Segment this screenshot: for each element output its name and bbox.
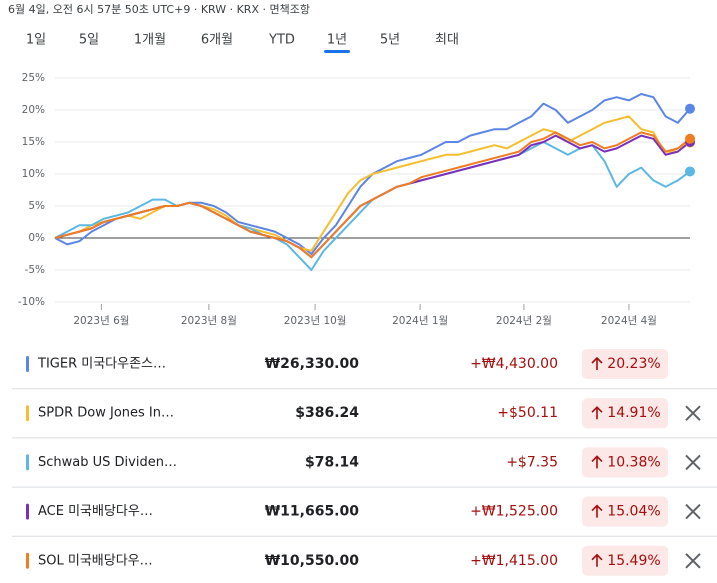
- up-arrow: [591, 455, 603, 469]
- end-dot: [685, 133, 695, 144]
- up-arrow: [591, 504, 603, 518]
- percent-change: 10.38%: [607, 454, 660, 470]
- end-dot: [685, 103, 695, 114]
- tab[interactable]: 6개월: [201, 33, 233, 48]
- color-bar: [26, 552, 29, 569]
- y-tick-label: 25%: [22, 72, 45, 84]
- series-line: [54, 131, 691, 259]
- tab[interactable]: 5일: [79, 33, 99, 48]
- percent-change: 14.91%: [607, 405, 660, 421]
- y-tick-label: 20%: [22, 104, 45, 116]
- x-tick-label: 2023년 6월: [73, 315, 129, 327]
- percent-pill: [582, 496, 668, 527]
- change: +₩1,525.00: [470, 504, 558, 520]
- x-tick-label: 2023년 8월: [181, 315, 237, 327]
- price: ₩26,330.00: [265, 356, 360, 372]
- tab[interactable]: 1일: [26, 33, 46, 48]
- x-tick-label: 2024년 2월: [496, 315, 552, 327]
- security-name[interactable]: SPDR Dow Jones In…: [38, 406, 174, 421]
- price: $386.24: [295, 405, 359, 421]
- x-tick-label: 2024년 1월: [392, 315, 448, 327]
- remove-button[interactable]: [685, 454, 701, 471]
- y-tick-label: -10%: [18, 296, 45, 308]
- up-arrow: [591, 356, 603, 370]
- security-name[interactable]: Schwab US Dividen…: [38, 455, 177, 470]
- change: +$50.11: [497, 405, 558, 421]
- series-line: [54, 134, 691, 259]
- change: +$7.35: [506, 454, 558, 470]
- tab[interactable]: YTD: [268, 33, 295, 48]
- price: ₩10,550.00: [265, 553, 360, 569]
- remove-button[interactable]: [685, 553, 701, 569]
- color-bar: [26, 356, 29, 372]
- series-line: [54, 115, 691, 252]
- percent-change: 20.23%: [607, 356, 660, 372]
- change: +₩1,415.00: [470, 553, 558, 569]
- x-tick-label: 2024년 4월: [601, 315, 657, 327]
- tab[interactable]: 1년: [327, 33, 347, 48]
- price: $78.14: [305, 454, 359, 470]
- security-name[interactable]: SOL 미국배당다우…: [38, 553, 153, 568]
- color-bar: [26, 503, 29, 520]
- percent-change: 15.49%: [607, 553, 660, 569]
- y-tick-label: 15%: [22, 136, 45, 148]
- tab[interactable]: 5년: [380, 33, 400, 48]
- percent-pill: [582, 349, 668, 379]
- y-tick-label: 10%: [22, 168, 45, 180]
- security-name[interactable]: ACE 미국배당다우…: [38, 504, 153, 519]
- y-tick-label: 0%: [28, 232, 45, 244]
- y-tick-label: 5%: [28, 200, 45, 212]
- price: ₩11,665.00: [265, 504, 360, 520]
- tab[interactable]: 최대: [435, 33, 459, 48]
- end-dot: [685, 166, 695, 177]
- tab-underline: [324, 50, 350, 53]
- percent-change: 15.04%: [607, 504, 660, 520]
- color-bar: [26, 405, 29, 422]
- percent-pill: [582, 398, 668, 429]
- security-name[interactable]: TIGER 미국다우존스…: [37, 357, 166, 372]
- up-arrow: [591, 553, 603, 567]
- remove-button[interactable]: [685, 503, 701, 520]
- up-arrow: [591, 406, 603, 420]
- x-tick-label: 2023년 10월: [284, 315, 347, 327]
- color-bar: [26, 454, 29, 471]
- tab[interactable]: 1개월: [134, 33, 166, 48]
- y-tick-label: -5%: [25, 264, 45, 276]
- percent-pill: [582, 447, 668, 478]
- percent-pill: [582, 545, 668, 576]
- timestamp: 6월 4일, 오전 6시 57분 50초 UTC+9 · KRW · KRX ·…: [8, 2, 310, 16]
- change: +₩4,430.00: [470, 356, 558, 372]
- remove-button[interactable]: [685, 405, 701, 421]
